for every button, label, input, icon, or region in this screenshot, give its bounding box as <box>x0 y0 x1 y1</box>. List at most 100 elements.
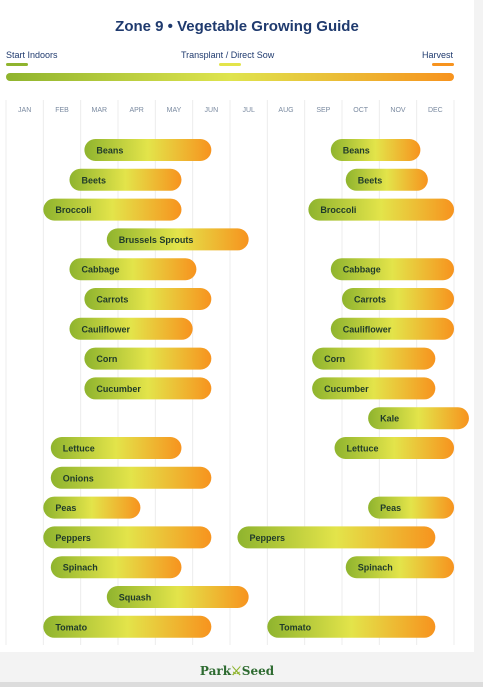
crop-bar-shape <box>84 377 212 400</box>
crop-bar-lettuce-1: Lettuce <box>50 437 182 459</box>
legend-transplant-swatch <box>219 63 241 66</box>
crop-bar-shape <box>43 496 141 519</box>
crop-bar-shape <box>84 347 212 370</box>
crop-bar-peas-2: Peas <box>368 496 454 519</box>
crop-bar-label: Peppers <box>249 533 285 543</box>
crop-bar-label: Cabbage <box>81 265 119 275</box>
page-title: Zone 9 • Vegetable Growing Guide <box>115 18 359 35</box>
crop-bar-label: Kale <box>380 414 399 424</box>
crop-bar-tomato-1: Tomato <box>43 615 212 638</box>
month-label-may: MAY <box>167 107 182 114</box>
legend-harvest-label: Harvest <box>422 50 454 60</box>
month-label-jul: JUL <box>242 107 255 114</box>
crop-bar-cauliflower-1: Cauliflower <box>69 317 193 340</box>
crop-bar-shape <box>267 615 436 638</box>
crop-bar-shape <box>69 317 193 340</box>
crop-bar-carrots-2: Carrots <box>342 288 454 310</box>
month-label-nov: NOV <box>390 107 406 114</box>
month-label-sep: SEP <box>316 107 330 114</box>
crop-bar-cabbage-2: Cabbage <box>330 258 454 281</box>
crop-bar-shape <box>237 526 436 549</box>
month-label-oct: OCT <box>353 107 369 114</box>
crop-bar-shape <box>345 168 428 191</box>
crop-bar-shape <box>345 556 454 579</box>
crop-bar-label: Peas <box>55 503 76 513</box>
crop-bar-corn-2: Corn <box>312 347 436 370</box>
crop-bar-label: Cauliflower <box>81 324 130 334</box>
crop-bar-shape <box>43 615 212 638</box>
crop-bar-peas-1: Peas <box>43 496 141 519</box>
crop-bar-label: Beans <box>343 146 370 156</box>
crop-bar-label: Lettuce <box>347 444 379 454</box>
legend-transplant-label: Transplant / Direct Sow <box>181 50 275 60</box>
crop-bar-shape <box>50 466 212 489</box>
crop-bar-label: Corn <box>324 354 345 364</box>
crop-bar-spinach-2: Spinach <box>345 556 454 579</box>
crop-bar-label: Beets <box>81 175 106 185</box>
month-label-apr: APR <box>129 107 143 114</box>
crop-bar-broccoli-2: Broccoli <box>308 198 454 221</box>
crop-bar-label: Tomato <box>279 622 311 632</box>
crop-bar-shape <box>69 258 197 281</box>
crop-bar-shape <box>334 437 454 459</box>
logo-mark-icon: ⚔ <box>231 664 242 678</box>
month-label-mar: MAR <box>92 107 108 114</box>
crop-bar-label: Brussels Sprouts <box>119 235 194 245</box>
crop-bar-shape <box>69 168 182 191</box>
crop-bar-label: Onions <box>63 473 94 483</box>
crop-bar-tomato-2: Tomato <box>267 615 436 638</box>
park-seed-logo: Park⚔Seed <box>0 664 474 678</box>
crop-bar-cabbage-1: Cabbage <box>69 258 197 281</box>
crop-bar-shape <box>312 377 436 400</box>
crop-bar-beets-2: Beets <box>345 168 428 191</box>
crop-bar-onions-1: Onions <box>50 466 212 489</box>
crop-bar-shape <box>50 556 182 579</box>
logo-text-left: Park <box>199 664 232 678</box>
crop-bar-shape <box>43 198 182 221</box>
crop-bar-label: Cucumber <box>324 384 369 394</box>
crop-bar-squash-1: Squash <box>106 586 249 608</box>
legend-start-indoors-label: Start Indoors <box>6 50 58 60</box>
month-label-dec: DEC <box>428 107 443 114</box>
crop-bar-label: Tomato <box>55 622 87 632</box>
crop-bar-label: Peppers <box>55 533 91 543</box>
crop-bar-peppers-1: Peppers <box>43 526 212 549</box>
crop-bar-label: Lettuce <box>63 444 95 454</box>
crop-bar-kale-1: Kale <box>368 407 469 430</box>
month-label-jun: JUN <box>205 107 219 114</box>
season-gradient-bar <box>6 73 454 81</box>
bottom-edge <box>0 682 483 687</box>
crop-bar-shape <box>106 228 249 251</box>
crop-bar-shape <box>50 437 182 459</box>
crop-bar-label: Cabbage <box>343 265 381 275</box>
crop-bar-label: Carrots <box>96 295 128 305</box>
crop-bar-brussels-sprouts-1: Brussels Sprouts <box>106 228 249 251</box>
crop-bar-shape <box>330 317 454 340</box>
crop-bar-shape <box>330 139 421 161</box>
crop-bar-shape <box>368 496 454 519</box>
crop-bar-shape <box>330 258 454 281</box>
month-axis: JAN FEB MAR APR MAY JUN JUL AUG SEP OCT NOV DEC <box>5 100 455 645</box>
crop-bar-label: Cauliflower <box>343 324 392 334</box>
crop-bar-shape <box>106 586 249 608</box>
crop-bar-label: Spinach <box>63 563 98 573</box>
crop-bar-shape <box>368 407 469 430</box>
crop-bar-corn-1: Corn <box>84 347 212 370</box>
crop-bar-label: Beans <box>96 146 123 156</box>
crop-bar-spinach-1: Spinach <box>50 556 182 579</box>
crop-bar-beans-1: Beans <box>84 139 212 161</box>
growing-chart: JAN FEB MAR APR MAY JUN JUL AUG SEP OCT NOV DEC Bea… <box>5 100 469 645</box>
crop-bar-lettuce-2: Lettuce <box>334 437 454 459</box>
crop-bar-broccoli-1: Broccoli <box>43 198 182 221</box>
crop-bar-shape <box>342 288 454 310</box>
crop-bar-label: Squash <box>119 593 152 603</box>
month-label-aug: AUG <box>278 107 293 114</box>
crop-bar-label: Beets <box>358 175 383 185</box>
crop-bar-cucumber-1: Cucumber <box>84 377 212 400</box>
crop-bar-label: Corn <box>96 354 117 364</box>
legend-start-indoors-swatch <box>6 63 28 66</box>
month-label-feb: FEB <box>55 107 69 114</box>
crop-bar-cucumber-2: Cucumber <box>312 377 436 400</box>
crop-bar-beets-1: Beets <box>69 168 182 191</box>
crop-bar-beans-2: Beans <box>330 139 421 161</box>
